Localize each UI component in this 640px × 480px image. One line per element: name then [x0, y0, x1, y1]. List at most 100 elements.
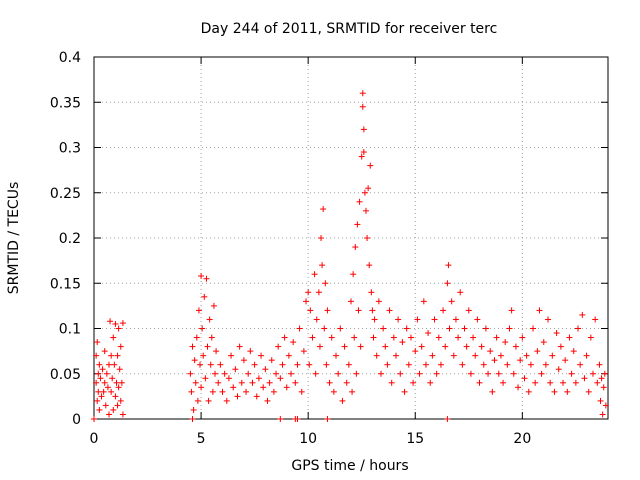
data-point [206, 316, 213, 323]
data-point [249, 379, 256, 386]
y-tick-label: 0.35 [50, 95, 81, 111]
x-tick-label: 5 [197, 431, 206, 447]
data-point [489, 388, 496, 395]
data-point [575, 325, 582, 332]
data-point [343, 379, 350, 386]
data-point [119, 411, 126, 418]
data-point [435, 334, 442, 341]
grid [94, 57, 608, 419]
data-point [562, 357, 569, 364]
data-point [208, 334, 215, 341]
data-point [547, 379, 554, 386]
data-point [359, 103, 366, 110]
data-point [188, 388, 195, 395]
data-point [228, 352, 235, 359]
data-point [448, 298, 455, 305]
data-point [190, 406, 197, 413]
data-point [328, 334, 335, 341]
data-point [444, 416, 451, 422]
data-point [275, 343, 282, 350]
data-point [114, 402, 121, 409]
data-point [296, 325, 303, 332]
data-point [377, 370, 384, 377]
data-point [355, 307, 362, 314]
data-point [349, 388, 356, 395]
data-point [262, 366, 269, 373]
data-point [433, 370, 440, 377]
data-point [510, 370, 517, 377]
data-point [103, 370, 110, 377]
data-point [542, 361, 549, 368]
data-point [268, 357, 275, 364]
x-tick-label: 10 [299, 431, 317, 447]
data-point [258, 352, 265, 359]
y-tick-label: 0.2 [59, 231, 81, 247]
data-point [243, 388, 250, 395]
data-point [485, 370, 492, 377]
data-point [566, 334, 573, 341]
data-point [279, 361, 286, 368]
data-point [93, 352, 100, 359]
data-point [110, 334, 117, 341]
data-point [112, 393, 119, 400]
data-point [386, 307, 393, 314]
data-point [392, 352, 399, 359]
data-point [311, 271, 318, 278]
data-point [100, 388, 107, 395]
data-point [540, 339, 547, 346]
data-point [457, 289, 464, 296]
data-point [234, 393, 241, 400]
y-tick-label: 0.3 [59, 141, 81, 157]
data-point [557, 343, 564, 350]
data-point [281, 334, 288, 341]
data-point [534, 348, 541, 355]
data-point [596, 361, 603, 368]
y-tick-label: 0.15 [50, 276, 81, 292]
data-point [113, 379, 120, 386]
data-point [538, 370, 545, 377]
data-point [525, 388, 532, 395]
data-point [403, 325, 410, 332]
data-point [360, 149, 367, 156]
data-point [598, 375, 605, 382]
data-point [422, 361, 429, 368]
data-point [594, 379, 601, 386]
data-point [351, 334, 358, 341]
data-point [583, 352, 590, 359]
data-point [202, 375, 209, 382]
data-point [236, 343, 243, 350]
data-point [416, 370, 423, 377]
data-point [585, 388, 592, 395]
data-point [199, 325, 206, 332]
data-point [105, 411, 112, 418]
data-point [97, 375, 104, 382]
data-point [264, 397, 271, 404]
data-point [545, 316, 552, 323]
data-point [354, 221, 361, 228]
data-point [232, 366, 239, 373]
data-point [601, 370, 608, 377]
data-point [198, 273, 205, 280]
data-point [306, 361, 313, 368]
data-point [260, 384, 267, 391]
chart-title: Day 244 of 2011, SRMTID for receiver ter… [201, 21, 498, 37]
data-point [465, 307, 472, 314]
data-point [109, 375, 116, 382]
data-point [105, 361, 112, 368]
data-point [368, 289, 375, 296]
data-point [313, 316, 320, 323]
data-point [207, 361, 214, 368]
data-point [495, 370, 502, 377]
data-point [309, 334, 316, 341]
data-point [322, 280, 329, 287]
data-point [119, 320, 126, 327]
data-point [294, 361, 301, 368]
data-point [445, 262, 452, 269]
data-point [298, 388, 305, 395]
data-point [203, 275, 210, 282]
data-point [316, 343, 323, 350]
data-point [101, 348, 108, 355]
x-tick-label: 0 [90, 431, 99, 447]
data-point [375, 298, 382, 305]
